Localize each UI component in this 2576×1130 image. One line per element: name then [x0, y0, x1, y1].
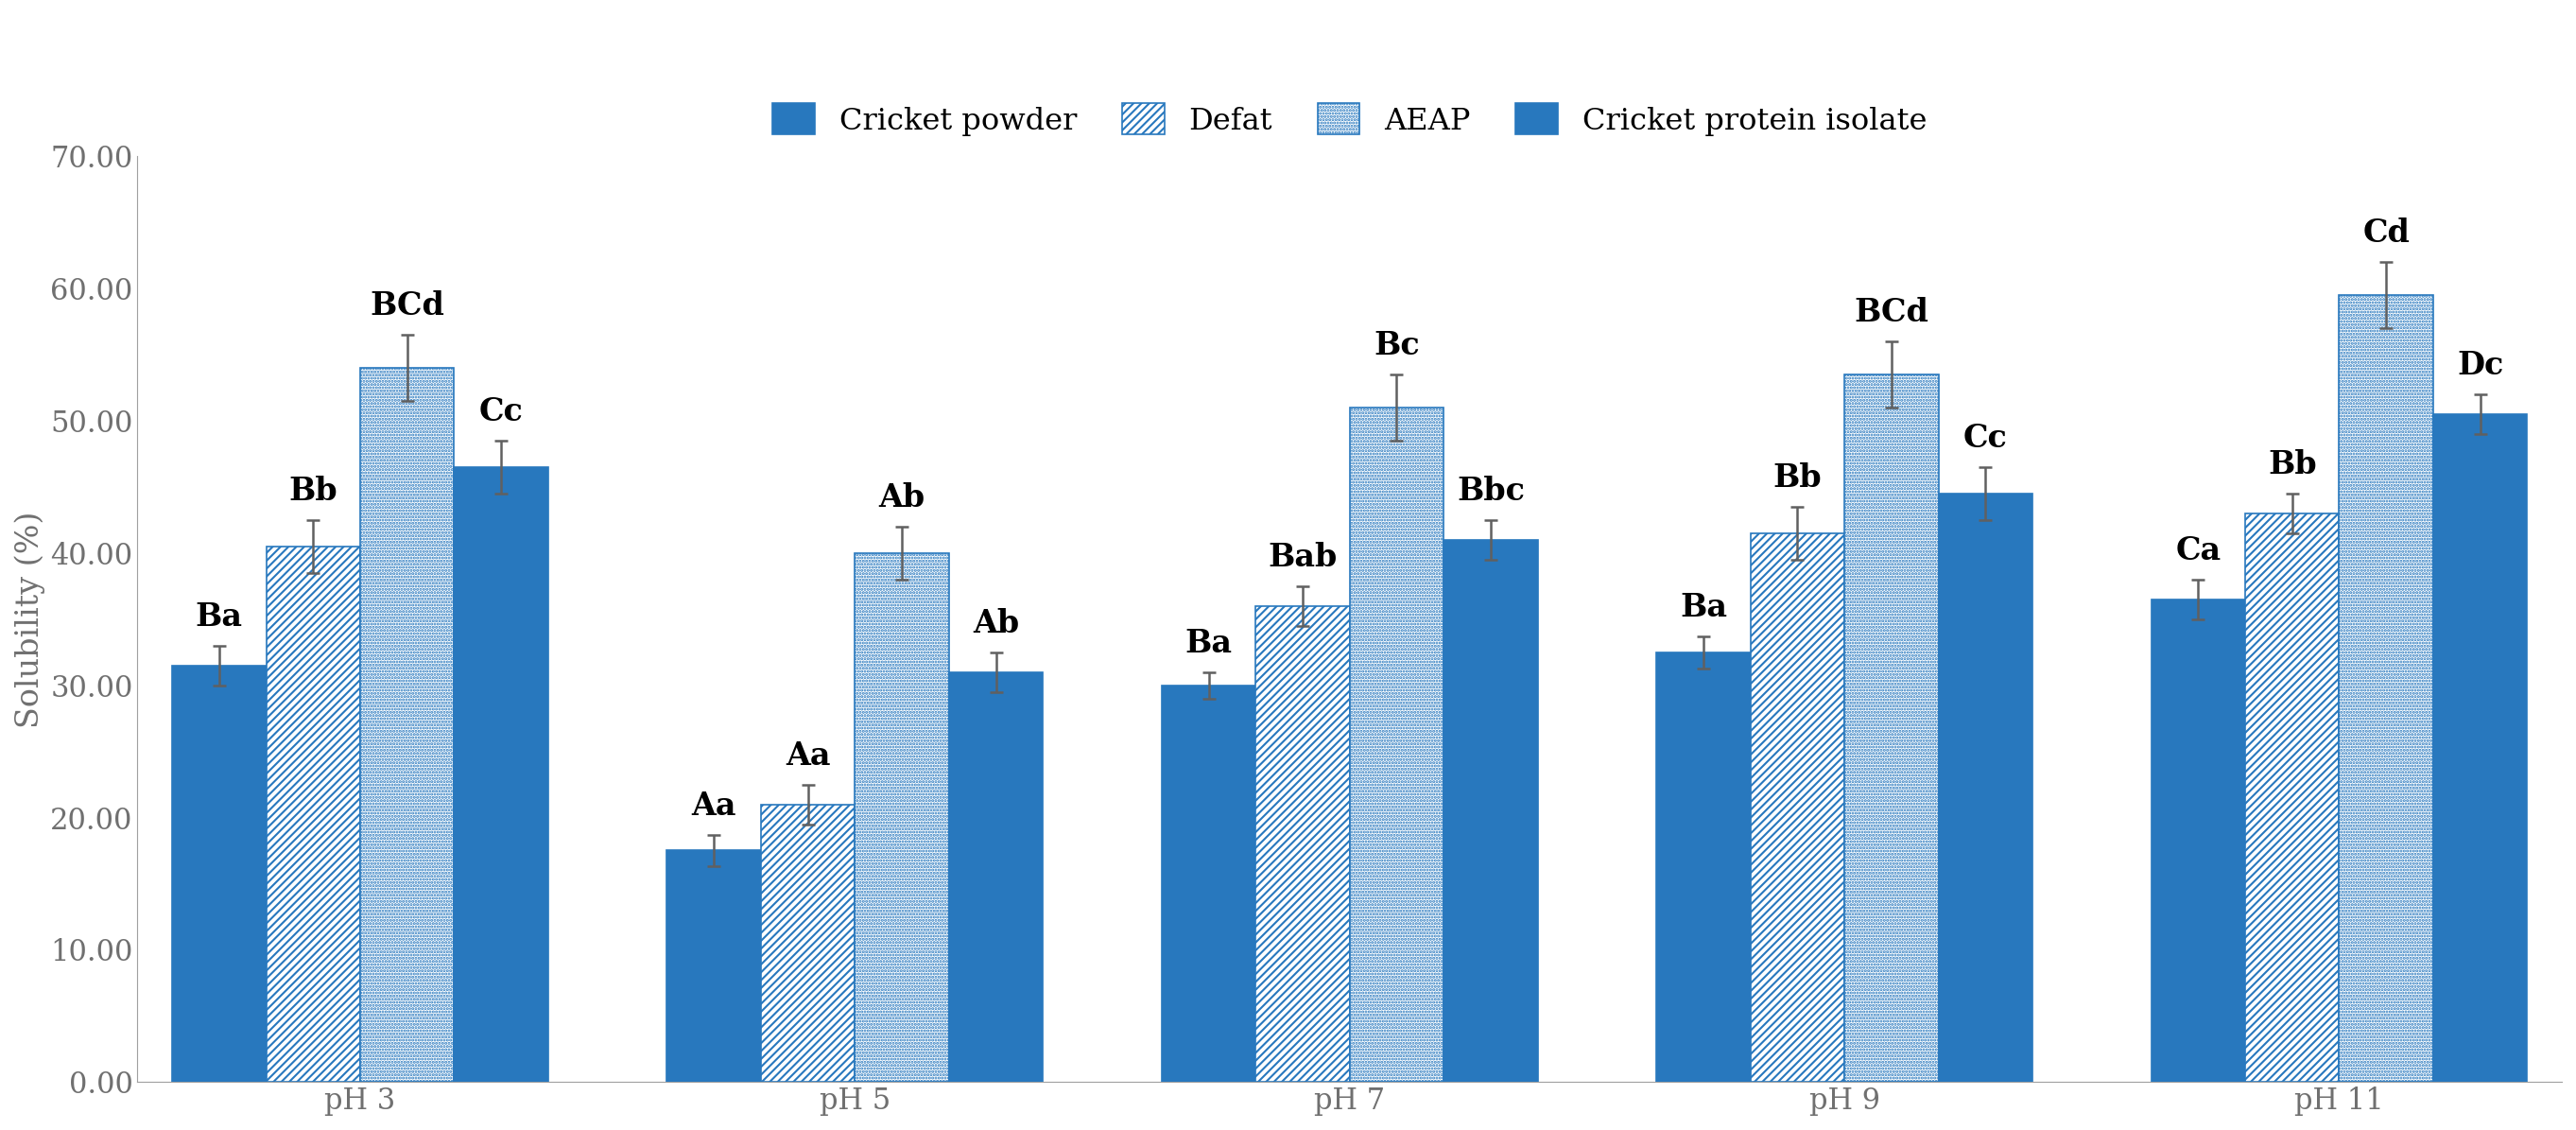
Text: Ca: Ca — [2174, 536, 2221, 566]
Text: Bc: Bc — [1373, 330, 1419, 362]
Bar — [1752, 533, 1844, 1081]
Text: Ab: Ab — [878, 483, 925, 513]
Bar — [453, 467, 549, 1081]
Text: Ba: Ba — [1680, 592, 1726, 623]
Text: Aa: Aa — [786, 740, 829, 772]
Bar — [1162, 685, 1255, 1081]
Bar — [855, 553, 948, 1081]
Bar — [2434, 415, 2527, 1081]
Text: Ba: Ba — [1185, 627, 1231, 659]
Text: BCd: BCd — [371, 290, 446, 322]
Bar — [265, 547, 361, 1081]
Bar — [2339, 295, 2434, 1081]
Bar — [1656, 652, 1752, 1081]
Text: Bb: Bb — [2267, 450, 2316, 480]
Bar — [1350, 408, 1443, 1081]
Bar — [760, 805, 855, 1081]
Bar — [173, 666, 265, 1081]
Text: Ba: Ba — [196, 601, 242, 633]
Text: BCd: BCd — [1855, 297, 1929, 329]
Bar — [1844, 375, 1937, 1081]
Y-axis label: Solubility (%): Solubility (%) — [15, 511, 44, 728]
Bar — [2151, 599, 2246, 1081]
Text: Bb: Bb — [1772, 462, 1821, 494]
Text: Aa: Aa — [690, 790, 737, 822]
Bar — [948, 672, 1043, 1081]
Text: Cd: Cd — [2362, 218, 2409, 249]
Bar — [1443, 540, 1538, 1081]
Text: Bb: Bb — [289, 476, 337, 507]
Text: Bbc: Bbc — [1455, 476, 1525, 507]
Bar — [1255, 606, 1350, 1081]
Legend: Cricket powder, Defat, AEAP, Cricket protein isolate: Cricket powder, Defat, AEAP, Cricket pro… — [757, 88, 1942, 150]
Text: Ab: Ab — [974, 608, 1020, 640]
Bar — [667, 851, 760, 1081]
Text: Dc: Dc — [2458, 350, 2504, 381]
Text: Cc: Cc — [1963, 423, 2007, 454]
Bar — [361, 368, 453, 1081]
Text: Bab: Bab — [1267, 541, 1337, 573]
Bar — [2246, 513, 2339, 1081]
Bar — [1937, 494, 2032, 1081]
Text: Cc: Cc — [479, 397, 523, 427]
